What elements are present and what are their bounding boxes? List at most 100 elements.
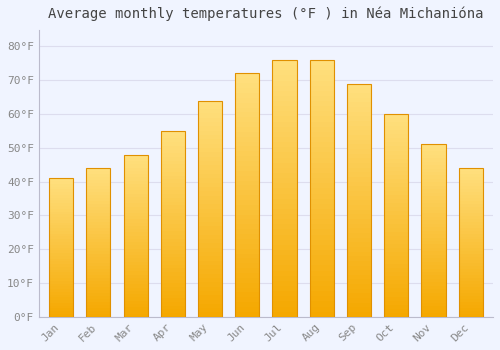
Bar <box>160 213 185 216</box>
Bar <box>86 204 110 207</box>
Bar <box>347 228 371 233</box>
Bar <box>235 181 260 186</box>
Bar <box>198 243 222 247</box>
Bar <box>49 303 73 306</box>
Bar <box>458 305 483 308</box>
Bar <box>235 268 260 273</box>
Bar <box>384 219 408 224</box>
Bar <box>49 311 73 314</box>
Bar <box>198 209 222 213</box>
Bar <box>235 156 260 161</box>
Bar <box>272 281 296 286</box>
Bar <box>422 258 446 262</box>
Bar <box>86 302 110 305</box>
Bar <box>160 135 185 138</box>
Bar <box>458 287 483 290</box>
Bar <box>160 287 185 291</box>
Bar <box>160 228 185 231</box>
Bar <box>235 142 260 147</box>
Bar <box>272 65 296 70</box>
Bar <box>124 219 148 223</box>
Bar <box>347 261 371 266</box>
Bar <box>160 149 185 153</box>
Bar <box>310 230 334 235</box>
Bar <box>458 311 483 314</box>
Bar <box>422 262 446 265</box>
Bar <box>347 112 371 116</box>
Bar <box>160 142 185 146</box>
Bar <box>347 210 371 214</box>
Bar <box>384 232 408 236</box>
Bar <box>458 284 483 287</box>
Bar <box>160 131 185 317</box>
Bar <box>49 206 73 209</box>
Bar <box>235 103 260 107</box>
Bar <box>310 121 334 127</box>
Bar <box>422 214 446 217</box>
Bar <box>310 219 334 224</box>
Bar <box>458 204 483 207</box>
Bar <box>384 296 408 301</box>
Bar <box>422 227 446 231</box>
Bar <box>198 222 222 226</box>
Bar <box>49 198 73 201</box>
Bar <box>384 276 408 280</box>
Bar <box>347 177 371 182</box>
Bar <box>347 284 371 289</box>
Bar <box>310 250 334 255</box>
Bar <box>124 213 148 216</box>
Bar <box>310 117 334 121</box>
Bar <box>160 216 185 220</box>
Bar <box>384 167 408 171</box>
Bar <box>272 291 296 296</box>
Bar <box>272 271 296 276</box>
Bar <box>235 288 260 293</box>
Bar <box>384 126 408 130</box>
Bar <box>422 244 446 248</box>
Bar <box>49 209 73 211</box>
Bar <box>86 314 110 317</box>
Bar <box>347 107 371 112</box>
Bar <box>124 271 148 275</box>
Bar <box>384 304 408 309</box>
Bar <box>198 170 222 174</box>
Bar <box>49 284 73 286</box>
Bar <box>49 286 73 289</box>
Bar <box>272 137 296 142</box>
Bar <box>422 165 446 169</box>
Bar <box>124 210 148 213</box>
Bar <box>124 226 148 229</box>
Bar <box>384 183 408 187</box>
Bar <box>86 272 110 275</box>
Bar <box>347 126 371 130</box>
Bar <box>235 74 260 78</box>
Bar <box>160 265 185 268</box>
Bar <box>160 235 185 239</box>
Bar <box>198 252 222 256</box>
Bar <box>86 168 110 317</box>
Bar <box>160 187 185 190</box>
Bar <box>458 278 483 281</box>
Bar <box>422 272 446 275</box>
Bar <box>235 151 260 156</box>
Bar <box>384 244 408 248</box>
Bar <box>384 114 408 118</box>
Bar <box>458 225 483 228</box>
Bar <box>272 234 296 240</box>
Bar <box>86 299 110 302</box>
Bar <box>160 268 185 272</box>
Bar <box>272 286 296 291</box>
Bar <box>347 154 371 158</box>
Bar <box>235 219 260 224</box>
Bar <box>347 308 371 312</box>
Bar <box>384 236 408 240</box>
Bar <box>86 183 110 186</box>
Bar <box>86 293 110 296</box>
Bar <box>272 121 296 127</box>
Bar <box>347 205 371 210</box>
Bar <box>86 284 110 287</box>
Bar <box>235 307 260 312</box>
Bar <box>347 135 371 140</box>
Bar <box>235 186 260 190</box>
Bar <box>86 269 110 272</box>
